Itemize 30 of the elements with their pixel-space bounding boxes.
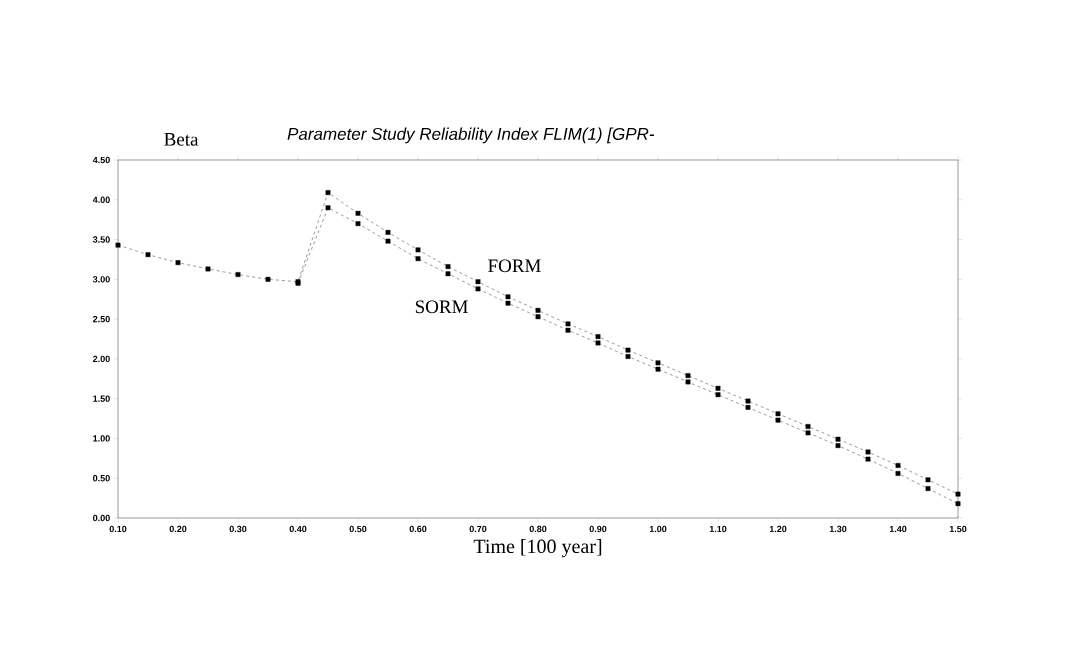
chart-title: Parameter Study Reliability Index FLIM(1) [GPR- bbox=[287, 127, 655, 144]
series-label: FORM bbox=[488, 259, 541, 273]
y-tick-label: 4.00 bbox=[92, 196, 110, 203]
y-tick-label: 1.50 bbox=[93, 395, 110, 402]
x-axis-title: Time [100 year] bbox=[473, 539, 602, 558]
x-tick-label: 1.30 bbox=[829, 525, 847, 533]
series-label: SORM bbox=[415, 300, 468, 314]
x-tick-label: 1.00 bbox=[649, 525, 667, 533]
x-tick-label: 0.30 bbox=[229, 525, 247, 533]
y-tick-label: 1.00 bbox=[93, 435, 110, 442]
x-tick-label: 0.40 bbox=[289, 525, 307, 533]
y-tick-label: 4.50 bbox=[92, 156, 110, 164]
x-tick-label: 1.20 bbox=[769, 525, 787, 533]
x-tick-label: 1.10 bbox=[709, 525, 727, 533]
x-tick-label: 0.50 bbox=[349, 525, 367, 533]
x-tick-label: 0.90 bbox=[589, 525, 607, 533]
y-tick-label: 0.50 bbox=[93, 475, 110, 482]
y-tick-label: 2.00 bbox=[93, 355, 110, 363]
x-tick-label: 0.10 bbox=[109, 525, 127, 533]
y-tick-label: 0.00 bbox=[93, 514, 110, 522]
y-tick-label: 3.50 bbox=[92, 236, 110, 243]
x-tick-label: 1.40 bbox=[889, 525, 907, 533]
x-tick-label: 0.80 bbox=[529, 525, 547, 533]
x-tick-label: 0.60 bbox=[409, 525, 427, 533]
y-tick-label: 3.00 bbox=[92, 276, 110, 283]
x-tick-label: 0.70 bbox=[469, 525, 487, 533]
x-tick-label: 1.50 bbox=[949, 525, 967, 533]
y-axis-title: Beta bbox=[164, 133, 199, 146]
y-tick-label: 2.50 bbox=[93, 315, 110, 323]
x-tick-label: 0.20 bbox=[169, 525, 187, 533]
